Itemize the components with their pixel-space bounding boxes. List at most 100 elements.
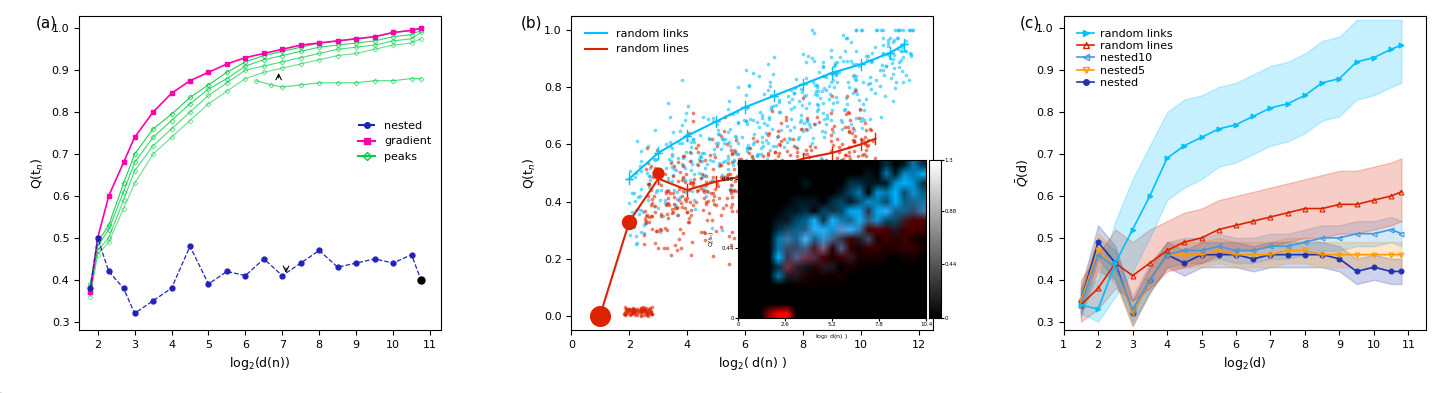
Point (703, 193, 726, 199)
Point (687, 149, 710, 155)
random lines (1392, 189, 1410, 194)
Point (776, 92, 799, 99)
random lines (1125, 273, 1142, 278)
Point (632, 230, 655, 237)
Point (716, 129, 739, 135)
Point (822, 84, 845, 90)
Point (726, 109, 749, 116)
Point (778, 152, 801, 158)
Point (805, 83, 828, 90)
Point (700, 190, 723, 196)
Point (634, 208, 657, 215)
Point (821, 126, 844, 132)
Point (855, 143, 878, 149)
Point (881, 97, 904, 104)
Point (852, 116, 876, 123)
random lines (1382, 194, 1400, 198)
Point (844, 72, 867, 79)
Point (756, 86, 779, 93)
Point (750, 144, 773, 151)
Point (880, 75, 903, 81)
Point (636, 184, 660, 190)
Point (834, 106, 857, 112)
Point (655, 211, 678, 218)
Point (871, 42, 894, 48)
Point (701, 197, 724, 203)
Point (641, 311, 664, 317)
Point (822, 184, 845, 190)
random lines (1296, 206, 1313, 211)
Point (759, 79, 782, 85)
Point (854, 127, 877, 133)
Point (730, 205, 753, 211)
Point (621, 190, 644, 196)
Point (847, 153, 870, 160)
Point (799, 147, 822, 153)
Point (657, 187, 680, 193)
nested5 (1382, 252, 1400, 257)
Point (873, 72, 896, 78)
Point (649, 173, 672, 179)
Point (757, 114, 780, 121)
Point (750, 134, 773, 140)
Point (752, 167, 775, 173)
Point (780, 87, 804, 93)
Point (693, 195, 716, 201)
Point (723, 158, 746, 164)
Point (645, 147, 668, 153)
random links (1261, 106, 1279, 110)
Point (888, 27, 912, 33)
Point (726, 84, 749, 90)
Point (671, 163, 694, 169)
Point (671, 161, 694, 167)
Point (631, 209, 654, 215)
Point (736, 105, 759, 111)
random lines (1279, 210, 1296, 215)
Point (864, 77, 887, 83)
Point (838, 203, 861, 209)
Point (624, 312, 647, 318)
Point (770, 190, 793, 196)
Point (795, 75, 818, 82)
nested (1313, 252, 1331, 257)
Point (786, 184, 809, 190)
Point (868, 67, 891, 73)
Point (852, 101, 876, 107)
Point (737, 142, 760, 149)
Point (632, 308, 655, 314)
Point (844, 86, 867, 92)
Point (759, 173, 782, 180)
Point (829, 126, 852, 132)
nested10 (1279, 244, 1296, 249)
Point (821, 99, 844, 106)
Point (860, 86, 883, 92)
Point (850, 118, 873, 124)
Point (804, 121, 827, 127)
Point (693, 183, 716, 189)
Text: (a): (a) (36, 16, 58, 31)
Point (632, 304, 655, 310)
Point (661, 172, 684, 178)
random links (1125, 227, 1142, 232)
Point (678, 180, 701, 186)
Point (680, 207, 703, 213)
Point (628, 307, 651, 313)
Point (680, 143, 703, 150)
Point (688, 152, 711, 159)
Point (730, 156, 753, 162)
Point (762, 103, 785, 109)
Point (655, 165, 678, 171)
nested5 (1331, 252, 1348, 257)
Point (654, 141, 677, 147)
Point (821, 178, 844, 185)
Point (720, 188, 743, 194)
Point (737, 81, 760, 88)
Point (789, 117, 812, 123)
Point (720, 182, 743, 189)
Point (638, 177, 661, 183)
nested (1382, 269, 1400, 274)
random lines (1210, 227, 1227, 232)
Point (649, 213, 672, 219)
Point (670, 244, 693, 251)
Point (618, 200, 641, 206)
